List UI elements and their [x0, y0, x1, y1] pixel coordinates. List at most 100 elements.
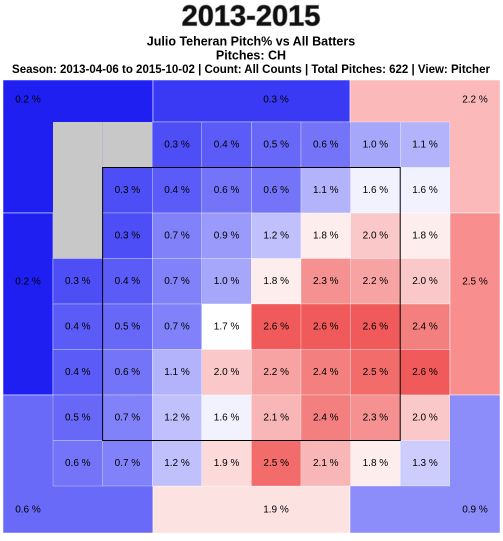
cell — [102, 440, 153, 487]
zone-label: 1.9 % — [263, 505, 289, 516]
cell-label: 1.7 % — [214, 321, 240, 332]
cell — [300, 212, 351, 259]
cell — [350, 303, 401, 350]
cell-label: 2.0 % — [214, 367, 240, 378]
cell — [152, 167, 202, 214]
cell-label: 2.1 % — [263, 412, 289, 423]
empty-cell — [102, 122, 153, 168]
cell-label: 1.0 % — [214, 276, 240, 287]
cell-label: 0.4 % — [214, 139, 240, 150]
cell-label: 2.6 % — [313, 321, 339, 332]
cell — [400, 167, 450, 214]
cell — [102, 349, 153, 396]
cell-label: 0.5 % — [65, 412, 91, 423]
cell-label: 1.8 % — [363, 458, 389, 469]
cell — [251, 303, 302, 350]
cell-label: 1.2 % — [164, 412, 190, 423]
cell-label: 0.7 % — [164, 230, 190, 241]
cell — [400, 349, 450, 396]
cell — [251, 349, 302, 396]
cell — [201, 440, 252, 487]
cell-label: 0.3 % — [115, 230, 141, 241]
empty-cell — [53, 167, 103, 213]
cell-label: 1.8 % — [313, 230, 339, 241]
subtitle: Pitches: CH — [216, 48, 286, 62]
zone — [152, 485, 351, 534]
cell-label: 2.0 % — [412, 276, 438, 287]
cell — [251, 258, 302, 305]
cell — [52, 394, 103, 441]
cell-label: 2.0 % — [363, 230, 389, 241]
cell-label: 0.6 % — [263, 185, 289, 196]
cell — [152, 121, 202, 168]
cell-label: 0.4 % — [164, 185, 190, 196]
cell — [102, 212, 153, 259]
cell — [102, 258, 153, 305]
cell — [251, 212, 302, 259]
cell-label: 2.3 % — [363, 412, 389, 423]
cell — [350, 394, 401, 441]
cell — [251, 121, 302, 168]
cell — [201, 303, 252, 350]
zone-label: 0.6 % — [15, 505, 41, 516]
cell — [350, 167, 401, 214]
cell-label: 1.6 % — [214, 412, 240, 423]
cell — [350, 212, 401, 259]
cell — [251, 440, 302, 487]
cell — [300, 349, 351, 396]
cell — [52, 258, 103, 305]
cell-label: 0.3 % — [115, 185, 141, 196]
zone-label: 2.2 % — [462, 95, 488, 106]
zone-label: 0.2 % — [15, 95, 41, 106]
cell-label: 0.4 % — [65, 367, 91, 378]
zone-label: 0.9 % — [462, 505, 488, 516]
cell-label: 1.8 % — [412, 230, 438, 241]
cell-label: 1.9 % — [214, 458, 240, 469]
cell-label: 2.4 % — [412, 321, 438, 332]
cell — [400, 121, 450, 168]
zone — [449, 212, 501, 396]
cell-label: 2.4 % — [313, 367, 339, 378]
cell-label: 1.3 % — [412, 458, 438, 469]
cell — [201, 121, 252, 168]
cell-label: 1.1 % — [412, 139, 438, 150]
cell-label: 0.3 % — [164, 139, 190, 150]
cell — [300, 394, 351, 441]
chart-title: 2013-2015 — [182, 1, 321, 33]
cell-label: 0.4 % — [115, 276, 141, 287]
cell-label: 2.5 % — [363, 367, 389, 378]
cell-label: 2.0 % — [412, 412, 438, 423]
cell — [300, 440, 351, 487]
cell-label: 2.1 % — [313, 458, 339, 469]
cell-label: 0.5 % — [263, 139, 289, 150]
cell — [201, 212, 252, 259]
cell — [300, 121, 351, 168]
cell-label: 1.8 % — [263, 276, 289, 287]
cell-label: 0.6 % — [115, 367, 141, 378]
strike-zone — [102, 167, 401, 441]
cell-label: 0.7 % — [164, 321, 190, 332]
cell — [152, 212, 202, 259]
cell-label: 0.9 % — [214, 230, 240, 241]
cell-label: 2.5 % — [263, 458, 289, 469]
cell — [152, 349, 202, 396]
zone — [152, 79, 351, 123]
zone-label: 0.3 % — [263, 95, 289, 106]
cell — [201, 349, 252, 396]
subtitle: Julio Teheran Pitch% vs All Batters — [147, 34, 355, 48]
cell-label: 0.6 % — [313, 139, 339, 150]
cell-label: 1.6 % — [412, 185, 438, 196]
cell-label: 1.2 % — [263, 230, 289, 241]
cell-label: 0.7 % — [115, 412, 141, 423]
cell-label: 1.1 % — [164, 367, 190, 378]
cell-label: 2.2 % — [263, 367, 289, 378]
cell — [400, 303, 450, 350]
cell-label: 0.7 % — [115, 458, 141, 469]
cell — [152, 440, 202, 487]
cell — [300, 303, 351, 350]
cell-label: 0.6 % — [214, 185, 240, 196]
cell-label: 1.0 % — [363, 139, 389, 150]
empty-cell — [53, 122, 103, 168]
cell-label: 0.7 % — [164, 276, 190, 287]
cell-label: 2.6 % — [412, 367, 438, 378]
